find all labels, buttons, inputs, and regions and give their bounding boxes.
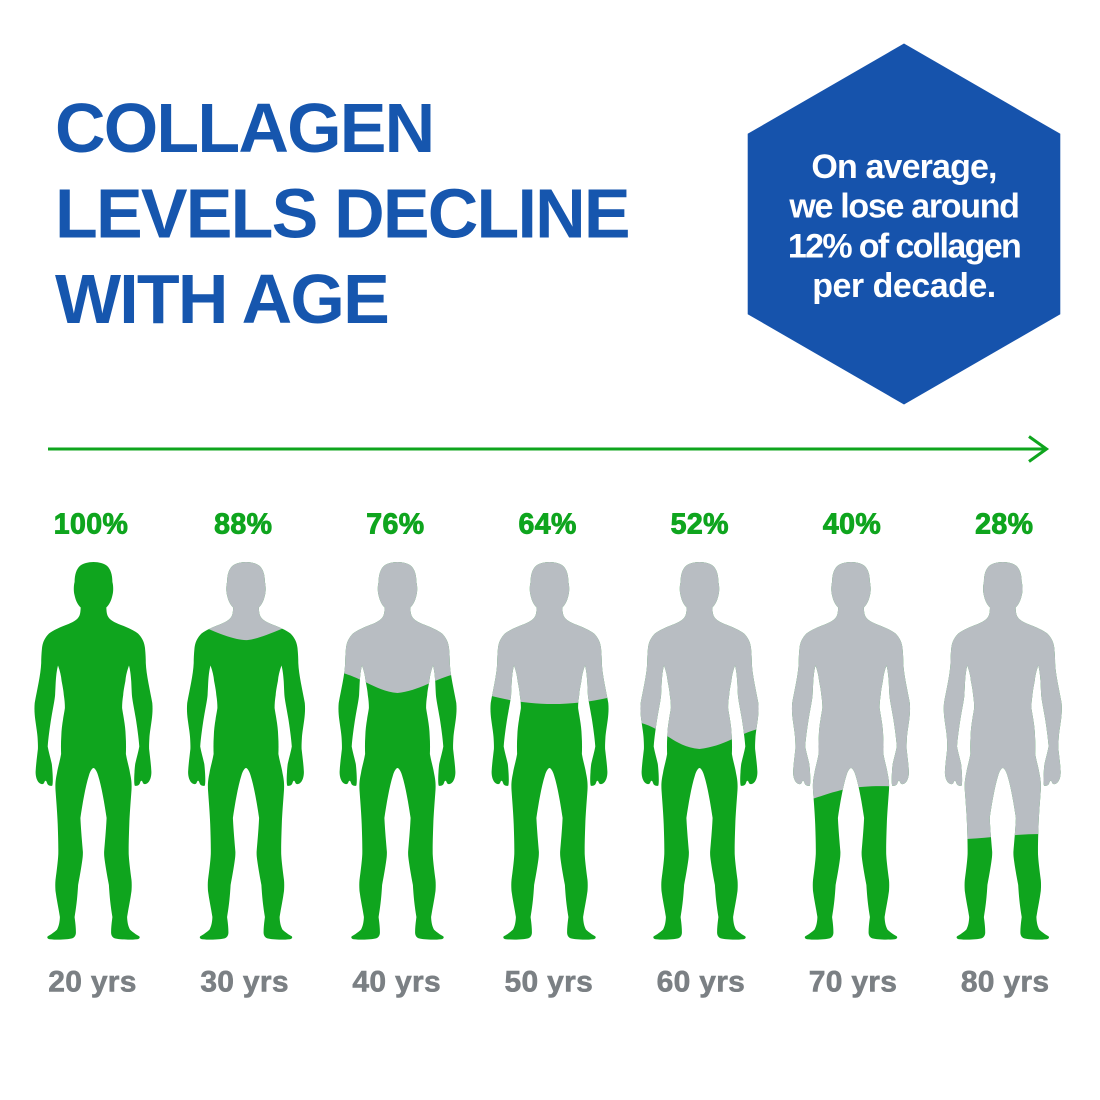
svg-text:12% of collagen: 12% of collagen (788, 227, 1020, 265)
svg-text:40%: 40% (823, 509, 881, 541)
svg-text:100%: 100% (54, 509, 129, 541)
svg-text:per decade.: per decade. (812, 267, 995, 305)
svg-text:WITH AGE: WITH AGE (55, 260, 388, 338)
svg-text:70 yrs: 70 yrs (809, 966, 898, 999)
svg-text:LEVELS DECLINE: LEVELS DECLINE (55, 175, 629, 253)
svg-text:COLLAGEN: COLLAGEN (55, 89, 433, 167)
svg-text:30 yrs: 30 yrs (200, 966, 289, 999)
svg-text:52%: 52% (671, 509, 729, 541)
svg-text:50 yrs: 50 yrs (505, 966, 594, 999)
svg-text:76%: 76% (366, 509, 424, 541)
svg-text:20 yrs: 20 yrs (48, 966, 137, 999)
svg-text:88%: 88% (214, 509, 272, 541)
svg-text:40 yrs: 40 yrs (352, 966, 441, 999)
svg-text:80 yrs: 80 yrs (961, 966, 1050, 999)
svg-text:we lose around: we lose around (788, 188, 1018, 226)
svg-text:28%: 28% (975, 509, 1033, 541)
svg-text:64%: 64% (518, 509, 576, 541)
svg-text:On average,: On average, (811, 148, 996, 186)
svg-text:60 yrs: 60 yrs (657, 966, 746, 999)
